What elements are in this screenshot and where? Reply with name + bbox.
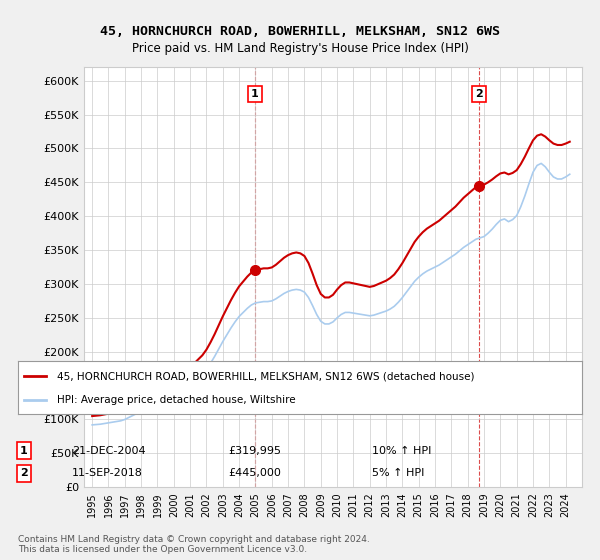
- Text: £319,995: £319,995: [228, 446, 281, 456]
- Text: 45, HORNCHURCH ROAD, BOWERHILL, MELKSHAM, SN12 6WS: 45, HORNCHURCH ROAD, BOWERHILL, MELKSHAM…: [100, 25, 500, 38]
- Text: 5% ↑ HPI: 5% ↑ HPI: [372, 468, 424, 478]
- Text: Contains HM Land Registry data © Crown copyright and database right 2024.
This d: Contains HM Land Registry data © Crown c…: [18, 535, 370, 554]
- Text: 1: 1: [20, 446, 28, 456]
- Text: 11-SEP-2018: 11-SEP-2018: [72, 468, 143, 478]
- Text: 1: 1: [251, 89, 259, 99]
- Text: 2: 2: [475, 89, 483, 99]
- Text: 45, HORNCHURCH ROAD, BOWERHILL, MELKSHAM, SN12 6WS (detached house): 45, HORNCHURCH ROAD, BOWERHILL, MELKSHAM…: [58, 371, 475, 381]
- Text: HPI: Average price, detached house, Wiltshire: HPI: Average price, detached house, Wilt…: [58, 394, 296, 404]
- Text: 2: 2: [20, 468, 28, 478]
- Text: 10% ↑ HPI: 10% ↑ HPI: [372, 446, 431, 456]
- Text: Price paid vs. HM Land Registry's House Price Index (HPI): Price paid vs. HM Land Registry's House …: [131, 42, 469, 55]
- Text: 21-DEC-2004: 21-DEC-2004: [72, 446, 146, 456]
- Text: £445,000: £445,000: [228, 468, 281, 478]
